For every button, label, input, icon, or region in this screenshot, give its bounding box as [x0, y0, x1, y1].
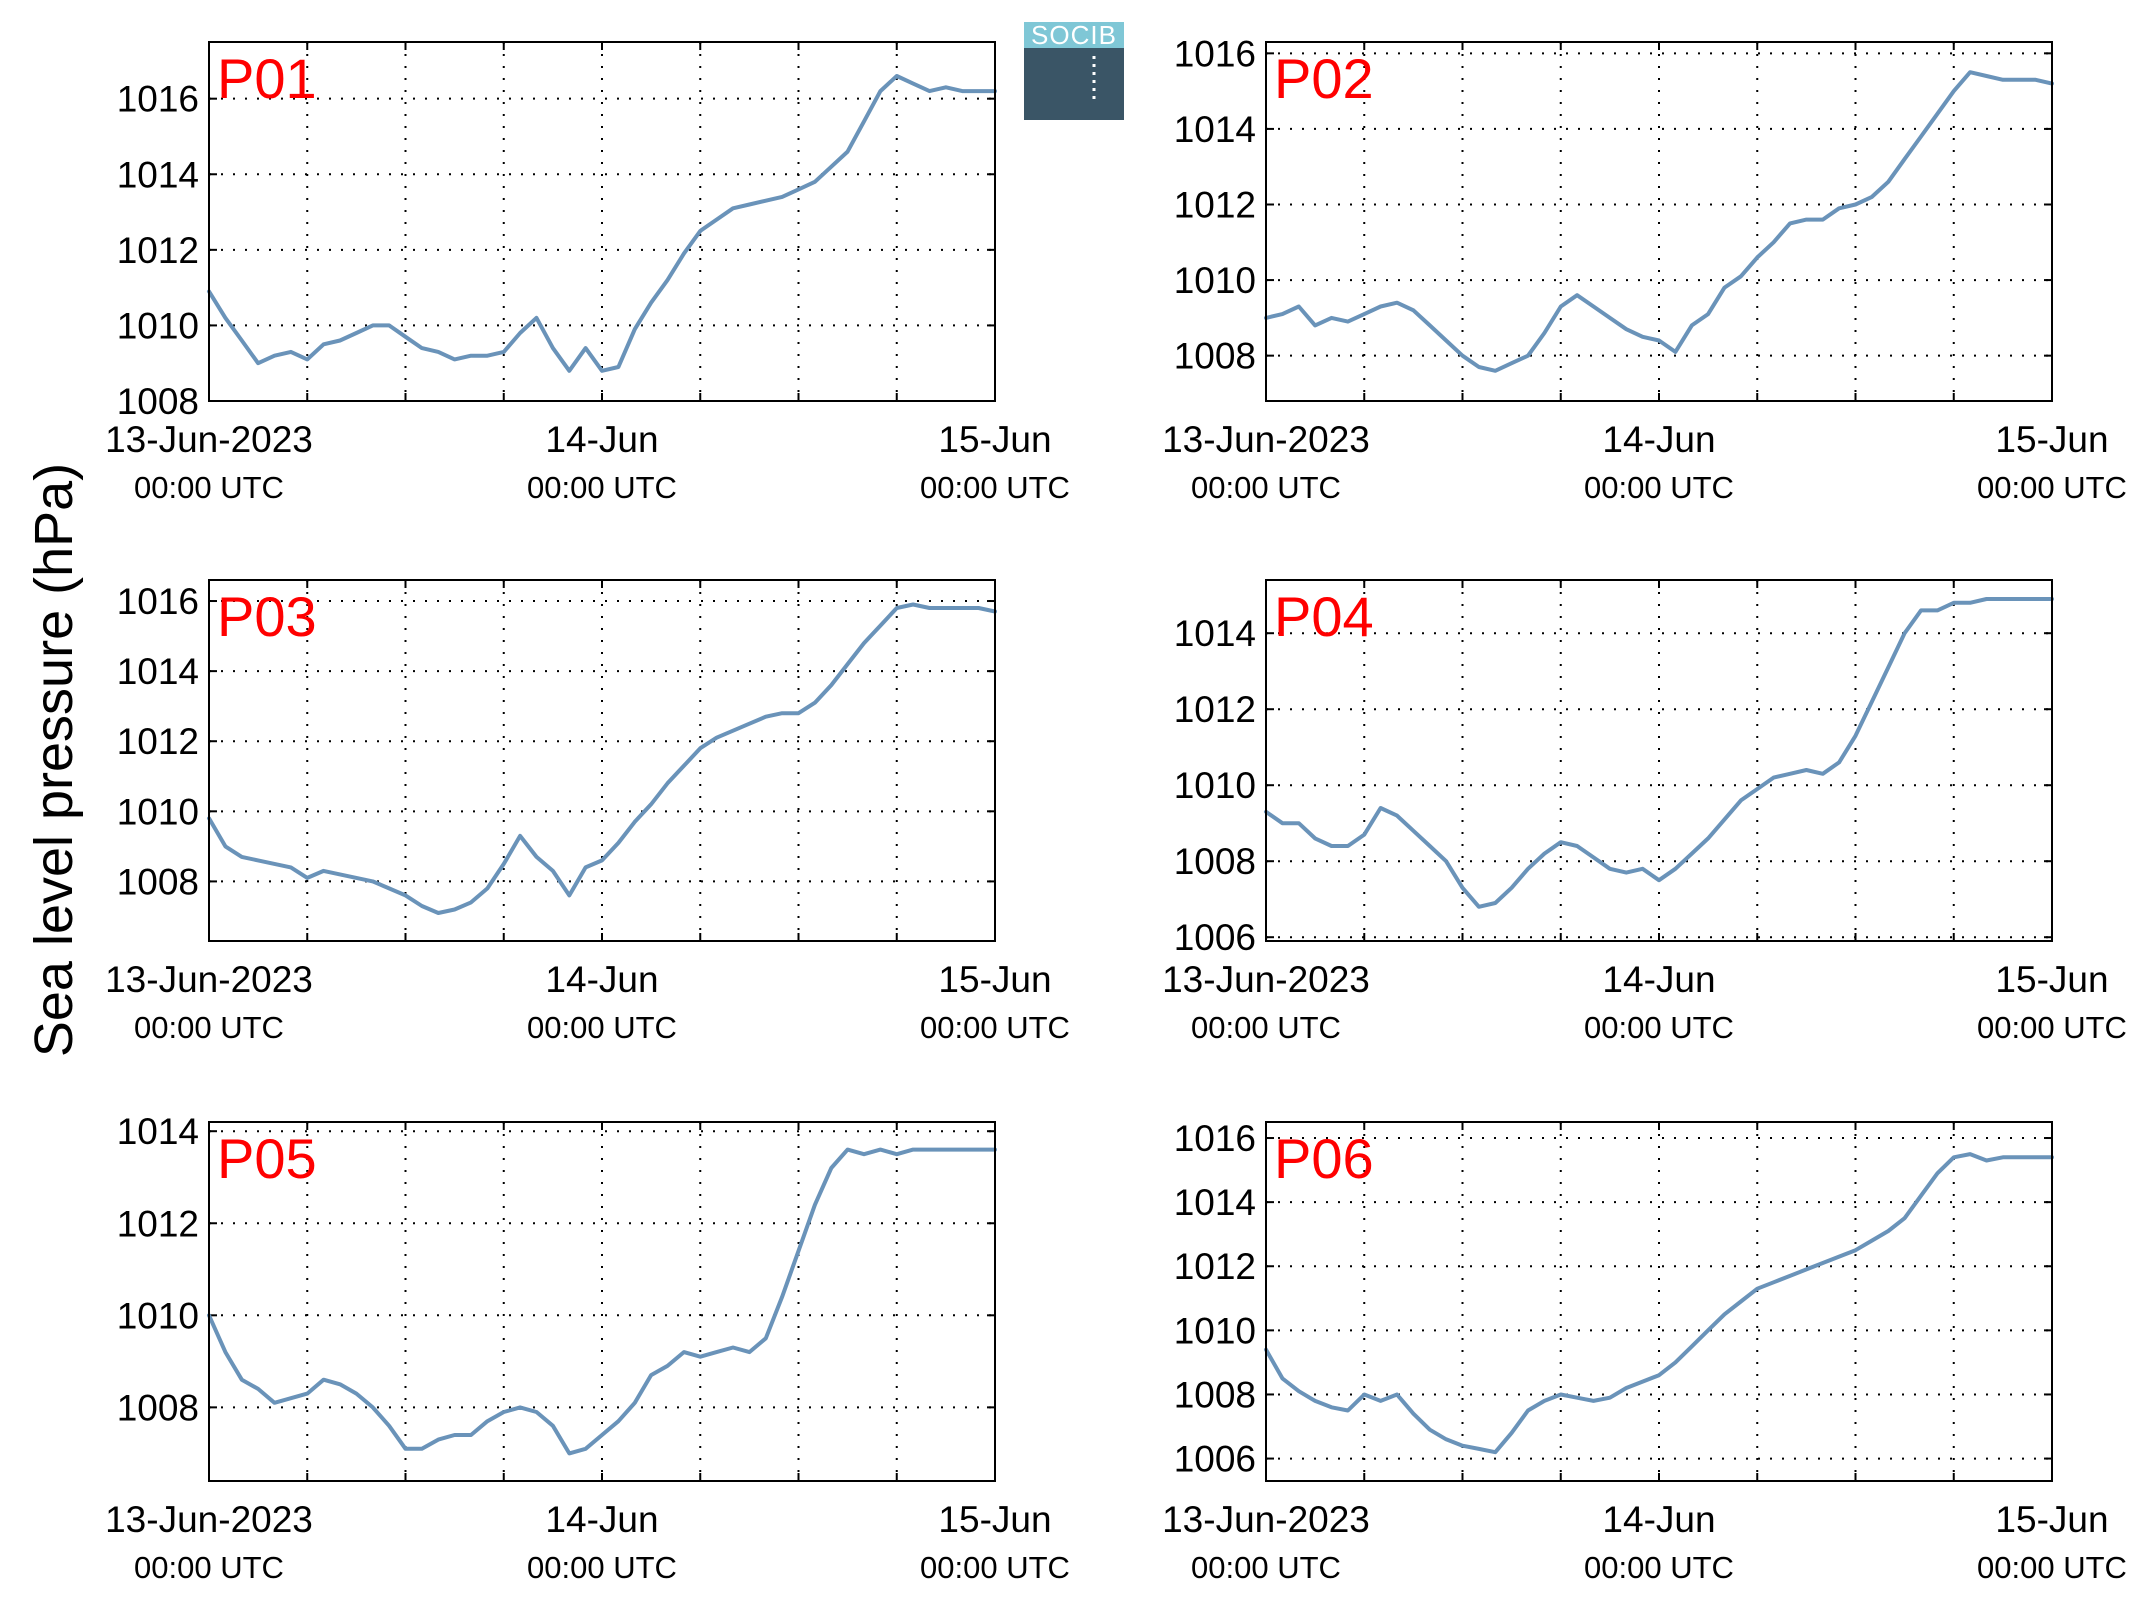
y-tick-label: 1012 — [117, 1203, 199, 1244]
y-tick-label: 1010 — [1174, 1310, 1256, 1351]
y-tick-label: 1016 — [117, 79, 199, 120]
chart-panel-5: 1008 1010 1012 1014 13-Jun-2023 00:00 UTC 14-J… — [105, 1111, 1070, 1585]
series-line — [1264, 597, 2054, 909]
x-tick-label-date: 13-Jun-2023 — [1162, 419, 1370, 460]
y-tick-label: 1014 — [117, 651, 199, 692]
x-tick-label-date: 14-Jun — [545, 419, 658, 460]
chart-panel-1: 1008 1010 1012 1014 1016 13-Jun-2023 00:00 UTC… — [105, 41, 1070, 505]
socib-logo-bg-bottom — [1024, 48, 1124, 120]
y-tick-label: 1014 — [1174, 1182, 1256, 1223]
chart-panel-4: 1006 1008 1010 1012 1014 13-Jun-2023 00:00 UTC… — [1162, 579, 2127, 1045]
x-tick-label-time: 00:00 UTC — [1191, 1550, 1341, 1585]
x-tick-label-time: 00:00 UTC — [920, 1550, 1070, 1585]
chart-panel-2: 1008 1010 1012 1014 1016 13-Jun-2023 00:00 UTC… — [1162, 33, 2127, 505]
x-tick-label-date: 14-Jun — [545, 959, 658, 1000]
axes-frame — [1265, 41, 2053, 402]
panel-label: P03 — [217, 585, 317, 648]
x-tick-label-time: 00:00 UTC — [527, 1550, 677, 1585]
axes-frame — [208, 41, 996, 402]
x-tick-label-date: 15-Jun — [1995, 959, 2108, 1000]
y-tick-label: 1008 — [117, 861, 199, 902]
axes-frame — [1265, 1121, 2053, 1482]
x-tick-label-date: 13-Jun-2023 — [105, 959, 313, 1000]
x-tick-label-time: 00:00 UTC — [1191, 470, 1341, 505]
socib-logo-text: SOCIB — [1031, 20, 1117, 50]
x-tick-label-time: 00:00 UTC — [920, 1010, 1070, 1045]
x-tick-label-time: 00:00 UTC — [920, 470, 1070, 505]
socib-logo: SOCIB — [1024, 20, 1124, 120]
series-line — [207, 74, 997, 373]
x-tick-label-time: 00:00 UTC — [134, 1010, 284, 1045]
panel-label: P01 — [217, 47, 317, 110]
y-tick-label: 1012 — [1174, 184, 1256, 225]
socib-logo-bg-top — [1024, 22, 1124, 48]
y-tick-label: 1014 — [117, 1111, 199, 1152]
x-tick-label-date: 13-Jun-2023 — [105, 419, 313, 460]
x-tick-label-date: 14-Jun — [1602, 959, 1715, 1000]
axes-frame — [208, 1121, 996, 1482]
y-tick-label: 1008 — [1174, 841, 1256, 882]
y-tick-label: 1014 — [1174, 109, 1256, 150]
y-tick-label: 1008 — [1174, 1374, 1256, 1415]
series-line — [1264, 70, 2054, 373]
y-tick-label: 1012 — [1174, 1246, 1256, 1287]
y-tick-label: 1012 — [117, 721, 199, 762]
y-tick-label: 1016 — [1174, 1118, 1256, 1159]
y-tick-label: 1014 — [117, 154, 199, 195]
y-tick-label: 1008 — [1174, 336, 1256, 377]
chart-panel-3: 1008 1010 1012 1014 1016 13-Jun-2023 00:00 UTC… — [105, 579, 1070, 1045]
panel-label: P02 — [1274, 47, 1374, 110]
y-tick-label: 1010 — [117, 1295, 199, 1336]
x-tick-label-date: 14-Jun — [545, 1499, 658, 1540]
series-line — [207, 602, 997, 915]
x-tick-label-time: 00:00 UTC — [527, 470, 677, 505]
x-tick-label-date: 15-Jun — [938, 419, 1051, 460]
x-tick-label-time: 00:00 UTC — [1977, 1550, 2127, 1585]
series-line — [207, 1147, 997, 1456]
x-tick-label-time: 00:00 UTC — [1584, 1550, 1734, 1585]
y-tick-label: 1016 — [1174, 33, 1256, 74]
x-tick-label-time: 00:00 UTC — [1584, 470, 1734, 505]
x-tick-label-date: 15-Jun — [1995, 419, 2108, 460]
axes-frame — [1265, 579, 2053, 942]
y-tick-label: 1010 — [1174, 765, 1256, 806]
x-tick-label-date: 13-Jun-2023 — [105, 1499, 313, 1540]
x-tick-label-time: 00:00 UTC — [1584, 1010, 1734, 1045]
x-tick-label-date: 13-Jun-2023 — [1162, 959, 1370, 1000]
x-tick-label-date: 13-Jun-2023 — [1162, 1499, 1370, 1540]
y-tick-label: 1010 — [117, 305, 199, 346]
y-tick-label: 1010 — [117, 791, 199, 832]
x-tick-label-date: 15-Jun — [1995, 1499, 2108, 1540]
y-tick-label: 1008 — [117, 1387, 199, 1428]
y-tick-label: 1016 — [117, 581, 199, 622]
y-tick-label: 1006 — [1174, 1439, 1256, 1480]
x-tick-label-time: 00:00 UTC — [134, 1550, 284, 1585]
axes-frame — [208, 579, 996, 942]
panel-label: P06 — [1274, 1127, 1374, 1190]
x-tick-label-time: 00:00 UTC — [134, 470, 284, 505]
panel-label: P04 — [1274, 585, 1374, 648]
y-tick-label: 1008 — [117, 381, 199, 422]
x-tick-label-date: 15-Jun — [938, 1499, 1051, 1540]
y-axis-label: Sea level pressure (hPa) — [24, 463, 84, 1057]
y-tick-label: 1006 — [1174, 917, 1256, 958]
x-tick-label-time: 00:00 UTC — [1977, 1010, 2127, 1045]
x-tick-label-time: 00:00 UTC — [527, 1010, 677, 1045]
x-tick-label-date: 14-Jun — [1602, 1499, 1715, 1540]
x-tick-label-date: 15-Jun — [938, 959, 1051, 1000]
y-tick-label: 1010 — [1174, 260, 1256, 301]
x-tick-label-date: 14-Jun — [1602, 419, 1715, 460]
y-tick-label: 1012 — [117, 230, 199, 271]
panel-label: P05 — [217, 1127, 317, 1190]
x-tick-label-time: 00:00 UTC — [1977, 470, 2127, 505]
y-tick-label: 1014 — [1174, 613, 1256, 654]
x-tick-label-time: 00:00 UTC — [1191, 1010, 1341, 1045]
y-tick-label: 1012 — [1174, 689, 1256, 730]
chart-panel-6: 1006 1008 1010 1012 1014 1016 13-Jun-2023 00:00… — [1162, 1118, 2127, 1585]
panels: 1008 1010 1012 1014 1016 13-Jun-2023 00:00 UTC… — [105, 33, 2127, 1585]
series-line — [1264, 1152, 2054, 1455]
